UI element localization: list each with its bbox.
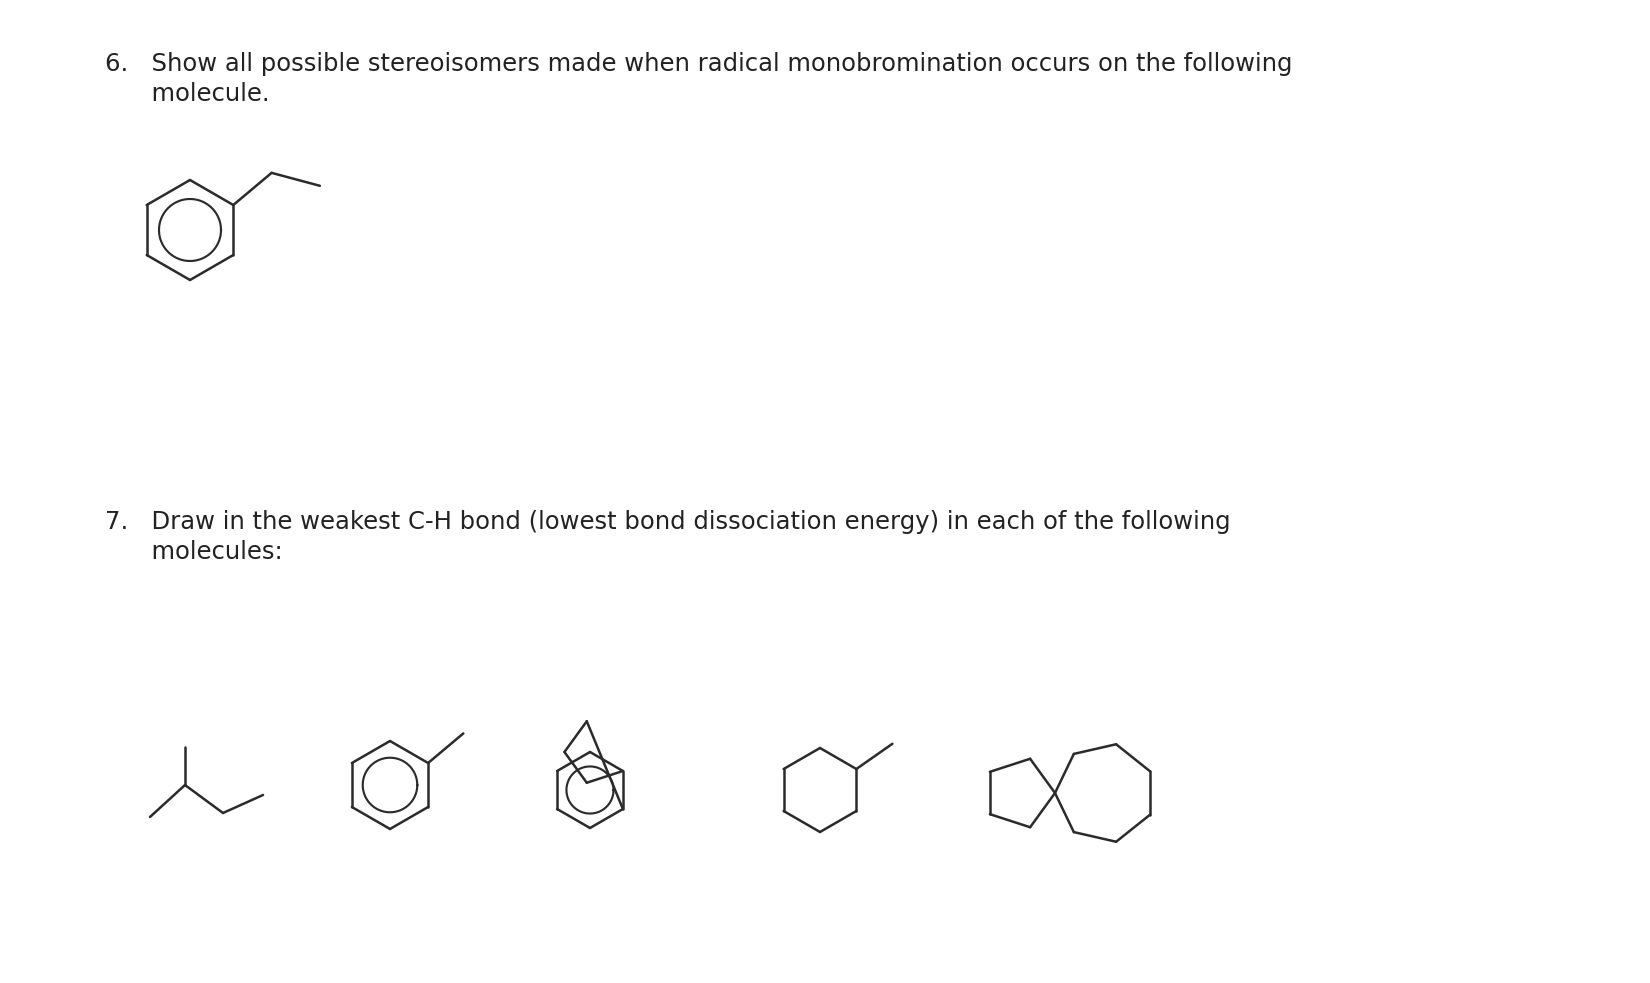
Text: 6.   Show all possible stereoisomers made when radical monobromination occurs on: 6. Show all possible stereoisomers made … <box>106 52 1292 76</box>
Text: molecules:: molecules: <box>106 540 282 564</box>
Text: 7.   Draw in the weakest C-H bond (lowest bond dissociation energy) in each of t: 7. Draw in the weakest C-H bond (lowest … <box>106 510 1231 534</box>
Text: molecule.: molecule. <box>106 82 269 106</box>
